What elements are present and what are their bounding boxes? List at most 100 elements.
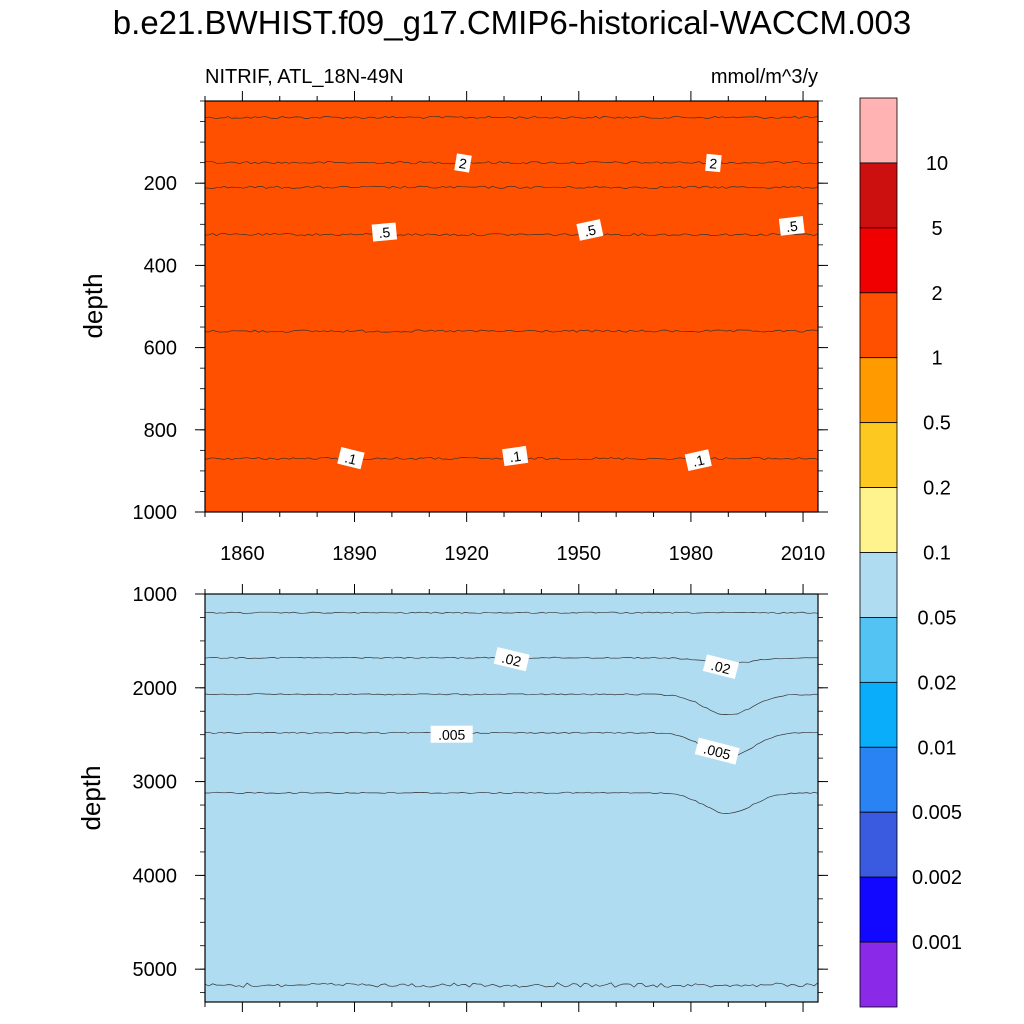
contour-band [205,594,818,1002]
contour-label-text: .1 [343,449,358,467]
colorbar-swatch [859,552,898,618]
contour-line [205,115,818,120]
contour-label: .1 [502,445,529,467]
colorbar-level-label: 0.02 [918,672,957,694]
contour-label-bg [493,647,530,672]
colorbar-level-label: 0.001 [912,932,962,954]
y-tick-label: 3000 [133,772,178,794]
colorbar-swatch [859,617,898,683]
contour-label: .005 [694,737,740,765]
colorbar-swatch [859,357,898,424]
contour-line [205,329,818,333]
y-tick-label: 800 [144,420,177,442]
contour-label: .5 [576,219,604,241]
colorbar-swatch [859,941,898,1008]
chart-subtitle-right: mmol/m^3/y [711,66,818,88]
colorbar-level-label: 0.005 [912,802,962,824]
lower-axes: 1000 2000 3000 4000 5000 [133,584,828,1012]
contour-label-bg [454,153,472,173]
y-tick-label: 1000 [133,584,178,606]
contour-label-text: .5 [785,218,799,235]
contour-label: .5 [778,216,805,236]
contour-label: .005 [430,725,473,743]
contour-label: .1 [684,449,712,472]
y-tick-label: 200 [144,173,177,195]
x-tick-label: 1950 [557,543,602,565]
colorbar-swatch [859,97,898,164]
contour-label: .02 [702,654,740,679]
y-tick-label: 2000 [133,678,178,700]
colorbar-swatch [859,162,898,229]
contour-line [205,693,818,716]
contour-line [205,982,818,988]
colorbar-swatch [859,227,898,294]
contour-label-bg [694,737,740,765]
colorbar-swatch [859,681,898,748]
colorbar-swatch [859,422,898,488]
contour-line [205,185,818,189]
upper-contour-labels: 2 2 .5 .5 .5 .1 .1 .1 [337,153,805,472]
lower-contour-labels: .02 .02 .005 .005 [430,647,740,765]
upper-y-axis-label: depth [78,273,108,338]
colorbar-swatch [859,746,898,813]
contour-label-text: .02 [709,657,732,677]
contour-label-text: .1 [508,448,522,466]
contour-label: .5 [371,222,398,242]
upper-contour-bands [205,101,818,512]
contour-label-bg [705,153,722,173]
lower-depth-panel: 1000 2000 3000 4000 5000 .02 .02 .005 .005 dept… [76,584,828,1012]
contour-label-bg [778,216,805,236]
colorbar-level-label: 0.01 [918,737,957,759]
contour-band [205,101,818,512]
colorbar-swatch [859,811,898,878]
colorbar-swatch [859,292,898,359]
contour-label-text: 2 [709,155,718,172]
lower-plot-frame [204,593,819,1003]
contour-line [205,791,818,814]
contour-line [205,611,818,614]
colorbar-level-label: 0.5 [923,413,951,435]
colorbar-level-label: 0.1 [923,543,951,565]
colorbar-level-label: 5 [931,218,942,240]
chart-subtitle-left: NITRIF, ATL_18N-49N [205,66,404,88]
y-tick-label: 1000 [133,502,178,524]
colorbar-level-label: 0.05 [918,607,957,629]
contour-label-bg [702,654,740,679]
y-tick-label: 600 [144,338,177,360]
contour-label-bg [430,725,473,743]
contour-label: 2 [454,153,472,173]
colorbar-level-label: 0.002 [912,867,962,889]
colorbar-swatch [859,487,898,553]
colorbar-swatch [859,876,898,943]
contour-label: .02 [493,647,530,672]
lower-y-axis-label: depth [76,765,106,830]
lower-contour-bands [205,594,818,1002]
x-tick-label: 1860 [220,543,265,565]
contour-label: 2 [705,153,722,173]
y-tick-label: 400 [144,255,177,277]
colorbar-level-label: 1 [931,348,942,370]
colorbar-level-label: 0.2 [923,478,951,500]
x-tick-label: 1980 [669,543,714,565]
contour-label-bg [684,449,712,472]
contour-label-text: 2 [458,155,468,172]
contour-line [205,232,818,237]
upper-depth-panel: 1860 1890 1920 1950 1980 2010 200 400 600 800 1000… [78,91,828,565]
contour-label: .1 [337,446,365,470]
upper-axes: 1860 1890 1920 1950 1980 2010 200 400 600 800 1000 [133,91,828,565]
contour-label-text: .5 [583,221,598,239]
contour-label-text: .005 [702,740,733,762]
contour-label-text: .02 [500,650,523,670]
x-tick-label: 1890 [332,543,377,565]
colorbar-level-label: 2 [931,283,942,305]
contour-label-bg [576,219,604,241]
contour-label-text: .005 [438,727,465,743]
contour-label-text: .5 [378,224,391,241]
contour-label-text: .1 [691,452,706,470]
contour-label-bg [502,445,529,467]
colorbar: 10 5 2 1 0.5 0.2 0.1 0.05 0.02 0.01 0.005 0.002 0.00… [859,97,962,1008]
x-tick-label: 2010 [781,543,826,565]
y-tick-label: 5000 [133,959,178,981]
colorbar-level-label: 10 [926,153,948,175]
